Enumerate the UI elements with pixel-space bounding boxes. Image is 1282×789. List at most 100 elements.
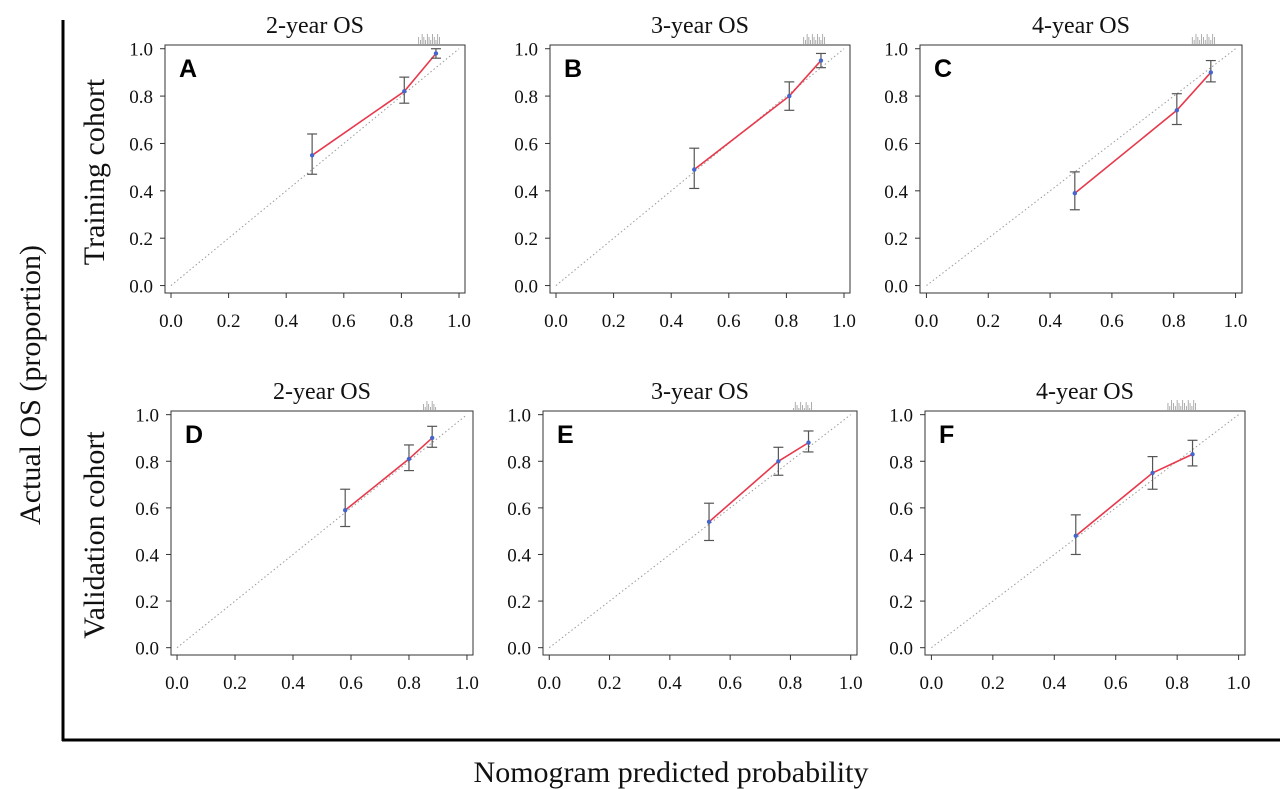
panel-title: 3-year OS (651, 13, 749, 39)
data-point (692, 167, 697, 172)
calibration-line (311, 52, 437, 156)
error-bar-2 (1147, 456, 1158, 490)
y-tick-label: 0.8 (129, 87, 153, 108)
y-tick-label: 0.4 (889, 545, 913, 566)
y-tick-label: 0.6 (129, 134, 153, 155)
y-tick-label: 0.2 (514, 229, 538, 250)
row-label-training: Training cohort (78, 78, 111, 265)
calibration-line (693, 60, 822, 171)
error-bar-3 (815, 52, 826, 69)
y-tick-label: 0.0 (129, 277, 153, 298)
error-bar-3 (427, 425, 438, 448)
error-bar-3 (1187, 439, 1198, 467)
y-tick-label: 1.0 (514, 40, 538, 61)
y-tick-label: 0.4 (135, 545, 159, 566)
x-tick-label: 0.4 (274, 311, 298, 332)
ideal-diagonal-line (176, 414, 468, 649)
x-tick-label: 0.4 (281, 673, 305, 694)
panel-title: 4-year OS (1032, 13, 1130, 39)
x-tick-label: 0.4 (659, 311, 683, 332)
data-point (787, 93, 792, 99)
panel-b: 3-year OS B 0.0 0.0 0.2 0.2 0.4 0.4 0.6 0.6 0.8 0.8… (514, 13, 856, 332)
y-tick-label: 0.8 (135, 452, 159, 473)
calibration-panels: 2-year OS A 0.0 0.0 0.2 0.2 0.4 0.4 0.6 0.6 0.8 0.8… (129, 13, 1250, 694)
panel-a: 2-year OS A 0.0 0.0 0.2 0.2 0.4 0.4 0.6 0.6 0.8 0.8… (129, 13, 471, 332)
x-tick-label: 0.4 (658, 673, 682, 694)
panel-title: 3-year OS (651, 379, 749, 405)
data-point (342, 507, 348, 513)
calibration-line (1075, 453, 1193, 537)
x-tick-label: 0.8 (1162, 311, 1186, 332)
x-tick-label: 1.0 (832, 311, 856, 332)
data-point (776, 459, 781, 464)
x-tick-label: 0.2 (217, 311, 241, 332)
y-tick-label: 1.0 (884, 40, 908, 61)
y-tick-label: 0.0 (884, 277, 908, 298)
data-point (818, 58, 824, 63)
y-tick-label: 0.6 (507, 499, 531, 520)
y-tick-label: 0.4 (884, 182, 908, 203)
y-tick-label: 0.8 (507, 452, 531, 473)
x-tick-label: 0.0 (165, 673, 189, 694)
y-tick-label: 0.8 (889, 452, 913, 473)
x-tick-label: 0.2 (598, 673, 622, 694)
distribution-rug (793, 402, 812, 411)
y-tick-label: 0.4 (129, 182, 153, 203)
y-tick-label: 0.6 (135, 499, 159, 520)
distribution-rug (423, 401, 437, 411)
y-tick-label: 1.0 (135, 406, 159, 427)
panel-e: 3-year OS E 0.0 0.0 0.2 0.2 0.4 0.4 0.6 0.6 0.8 0.8… (507, 379, 862, 694)
x-tick-label: 0.8 (775, 311, 799, 332)
y-tick-label: 0.6 (889, 499, 913, 520)
x-tick-label: 0.8 (390, 311, 414, 332)
panel-c: 4-year OS C 0.0 0.0 0.2 0.2 0.4 0.4 0.6 0.6 0.8 0.8… (884, 13, 1247, 332)
plot-frame (919, 44, 1243, 294)
error-bar-1 (307, 133, 318, 175)
plot-frame (549, 44, 851, 294)
data-point (402, 89, 407, 94)
x-tick-label: 0.2 (976, 311, 1000, 332)
x-tick-label: 0.0 (159, 311, 183, 332)
y-tick-label: 0.2 (507, 592, 531, 613)
ideal-diagonal-line (170, 48, 460, 286)
plot-frame (170, 410, 474, 656)
y-tick-label: 1.0 (507, 406, 531, 427)
calibration-line (344, 437, 433, 511)
data-point (806, 440, 811, 445)
x-tick-label: 1.0 (447, 311, 471, 332)
error-bar-3 (803, 430, 814, 453)
panel-letter: D (185, 421, 203, 449)
panel-title: 2-year OS (266, 13, 364, 39)
plot-frame (542, 410, 858, 656)
y-tick-label: 0.0 (135, 639, 159, 660)
x-tick-label: 0.2 (602, 311, 626, 332)
error-bar-2 (399, 76, 410, 104)
data-point (1174, 108, 1180, 113)
data-point (429, 435, 435, 441)
x-tick-label: 0.4 (1042, 673, 1066, 694)
x-tick-label: 0.8 (397, 673, 421, 694)
panel-title: 4-year OS (1036, 379, 1134, 405)
x-tick-label: 0.2 (981, 673, 1005, 694)
y-tick-label: 0.2 (889, 592, 913, 613)
figure-y-axis-label: Actual OS (proportion) (14, 245, 47, 525)
x-tick-label: 0.8 (1165, 673, 1189, 694)
x-tick-label: 1.0 (839, 673, 863, 694)
y-tick-label: 0.6 (514, 134, 538, 155)
ideal-diagonal-line (926, 48, 1236, 286)
data-point (406, 456, 412, 462)
ideal-diagonal-line (548, 414, 852, 649)
figure-x-axis-label: Nomogram predicted probability (474, 756, 869, 789)
y-tick-label: 1.0 (889, 406, 913, 427)
distribution-rug (418, 34, 440, 45)
error-bar-2 (784, 81, 795, 111)
panel-letter: E (557, 421, 574, 449)
x-tick-label: 0.8 (779, 673, 803, 694)
error-bar-1 (689, 147, 700, 190)
error-bar-1 (340, 488, 351, 528)
distribution-rug (803, 34, 825, 45)
x-tick-label: 1.0 (1224, 311, 1248, 332)
data-point (433, 51, 439, 56)
data-point (1072, 190, 1078, 196)
y-tick-label: 0.6 (884, 134, 908, 155)
